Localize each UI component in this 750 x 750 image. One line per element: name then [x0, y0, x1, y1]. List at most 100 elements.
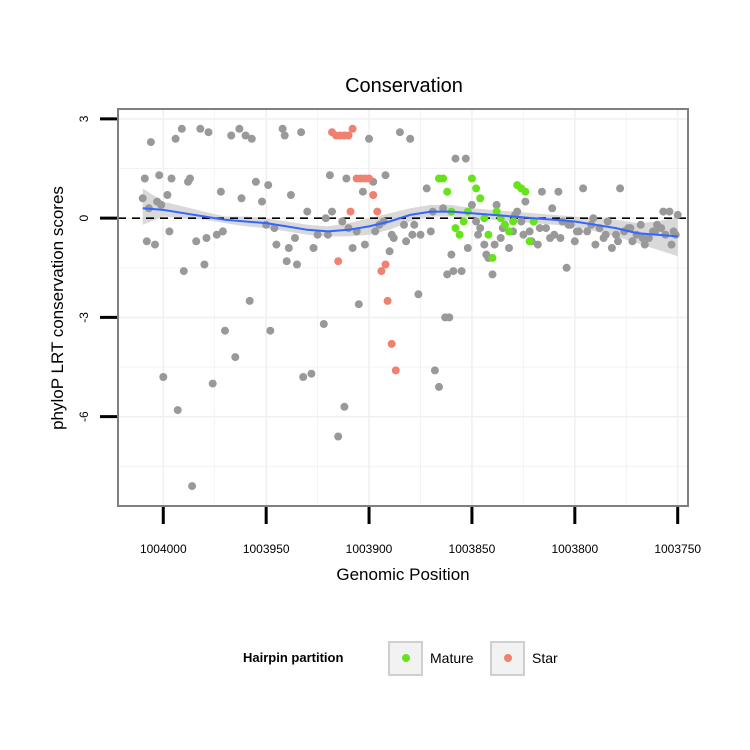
point-other — [155, 171, 164, 180]
point-other — [266, 326, 275, 335]
point-other — [328, 207, 336, 216]
point-other — [334, 432, 343, 441]
point-other — [221, 326, 229, 335]
point-other — [251, 177, 260, 186]
y-axis: 3 0 -3 -6 — [77, 115, 117, 422]
point-other — [607, 244, 616, 252]
point-other — [151, 240, 159, 249]
point-other — [204, 128, 213, 137]
legend-label-mature: Mature — [430, 650, 474, 666]
point-other — [435, 382, 443, 391]
point-other — [313, 230, 322, 239]
x-tick-label: 1004000 — [140, 542, 187, 556]
point-other — [282, 257, 291, 266]
point-other — [177, 124, 186, 133]
point-other — [525, 227, 534, 236]
point-other — [165, 227, 174, 236]
point-mature — [467, 174, 476, 183]
point-other — [245, 296, 254, 305]
point-other — [614, 237, 622, 246]
point-other — [188, 482, 197, 491]
point-other — [307, 369, 316, 378]
point-other — [159, 373, 168, 381]
plot-panel — [118, 109, 688, 506]
point-other — [550, 230, 559, 239]
point-other — [548, 204, 557, 213]
point-other — [406, 134, 415, 143]
point-mature — [525, 237, 534, 246]
point-other — [196, 124, 205, 133]
legend: Hairpin partition Mature Star — [243, 641, 558, 676]
point-other — [445, 313, 454, 322]
point-other — [554, 187, 563, 196]
point-other — [628, 237, 637, 246]
point-other — [303, 207, 312, 216]
legend-mature-dot — [402, 654, 410, 662]
point-other — [272, 240, 281, 249]
point-mature — [459, 217, 468, 226]
point-other — [348, 244, 357, 252]
point-other — [402, 237, 411, 246]
point-mature — [476, 194, 485, 203]
point-other — [488, 270, 497, 279]
point-other — [241, 131, 250, 140]
point-other — [612, 230, 620, 239]
point-mature — [443, 187, 452, 196]
point-star — [391, 366, 400, 375]
point-other — [237, 194, 246, 203]
point-other — [521, 197, 530, 206]
point-other — [636, 220, 645, 229]
point-mature — [529, 217, 538, 226]
point-other — [667, 240, 676, 249]
point-other — [472, 217, 481, 226]
point-other — [270, 224, 279, 233]
point-other — [591, 240, 600, 249]
point-other — [142, 237, 151, 246]
plot-area — [117, 108, 689, 507]
point-other — [467, 200, 476, 209]
point-other — [579, 184, 588, 193]
y-tick-label: -3 — [77, 312, 91, 323]
point-other — [430, 366, 439, 375]
point-star — [383, 296, 392, 305]
point-other — [496, 234, 505, 242]
point-star — [348, 124, 357, 133]
point-other — [264, 181, 273, 190]
point-other — [338, 217, 347, 226]
point-other — [519, 230, 528, 239]
x-tick-label: 1003800 — [551, 542, 598, 556]
point-other — [474, 230, 483, 239]
point-other — [179, 267, 188, 276]
point-other — [505, 244, 513, 252]
point-other — [644, 234, 653, 242]
point-other — [537, 187, 546, 196]
point-mature — [451, 224, 460, 233]
point-other — [218, 227, 227, 236]
point-other — [299, 373, 308, 381]
point-other — [457, 267, 466, 276]
point-star — [334, 257, 343, 266]
point-other — [173, 406, 182, 415]
point-other — [278, 124, 287, 133]
point-other — [638, 234, 647, 242]
point-mature — [505, 227, 513, 236]
point-other — [385, 247, 394, 256]
x-tick-label: 1003850 — [449, 542, 496, 556]
point-other — [439, 204, 448, 213]
point-other — [535, 224, 544, 233]
point-other — [146, 138, 155, 147]
point-other — [371, 227, 380, 236]
point-mature — [439, 174, 448, 183]
point-other — [381, 171, 390, 180]
point-other — [659, 207, 668, 216]
point-other — [463, 244, 472, 252]
point-mature — [480, 214, 489, 223]
point-other — [449, 267, 458, 276]
point-other — [387, 230, 396, 239]
point-other — [342, 174, 351, 183]
point-other — [171, 134, 180, 143]
point-star — [377, 267, 386, 276]
point-other — [354, 300, 363, 309]
y-tick-label: 0 — [77, 215, 91, 222]
point-other — [416, 230, 425, 239]
